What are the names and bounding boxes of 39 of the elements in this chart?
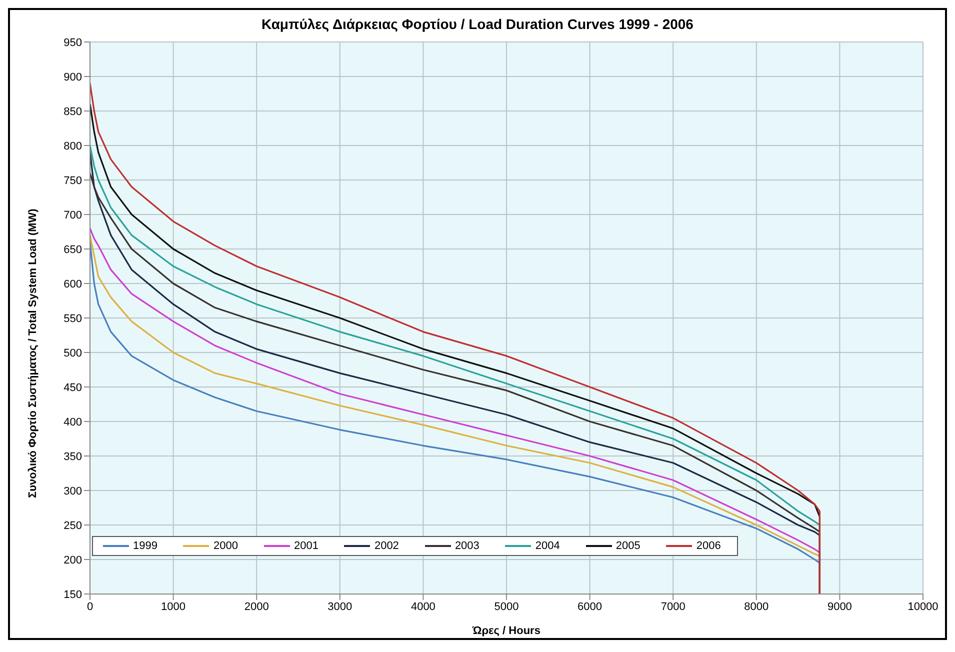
y-tick-label: 200 [64,554,82,566]
y-tick-label: 600 [64,278,82,290]
legend-label: 2005 [616,540,640,552]
y-tick-label: 850 [64,106,82,118]
x-tick-label: 5000 [494,600,519,613]
x-tick-label: 8000 [744,600,769,613]
legend-label: 2002 [374,540,399,552]
y-axis-title: Συνολικό Φορτίο Συστήματος / Total System Load (MW) [26,208,39,498]
chart-title: Καμπύλες Διάρκειας Φορτίου / Load Duration Curves 1999 - 2006 [260,15,694,34]
x-tick-label: 6000 [578,600,602,613]
legend-label: 1999 [133,540,158,552]
y-tick-label: 900 [64,71,82,84]
x-tick-label: 4000 [410,600,436,613]
y-tick-label: 450 [64,382,82,394]
x-tick-label: 1000 [161,600,186,613]
x-tick-label: 10000 [908,600,938,613]
x-tick-label: 3000 [328,600,352,613]
x-tick-label: 0 [86,600,94,613]
legend-label: 2006 [696,540,721,552]
y-tick-label: 650 [64,244,82,256]
legend-label: 2000 [213,540,238,552]
legend-label: 2003 [454,540,480,552]
y-tick-label: 400 [64,416,82,428]
y-tick-label: 250 [64,520,82,532]
x-tick-label: 2000 [244,600,269,613]
y-tick-label: 300 [64,485,82,498]
y-tick-label: 500 [64,347,82,360]
y-tick-label: 950 [64,36,82,49]
y-tick-label: 150 [64,588,82,601]
y-tick-label: 750 [64,174,82,187]
x-tick-label: 7000 [660,600,686,613]
legend-label: 2001 [294,540,318,552]
y-tick-label: 550 [64,312,82,325]
legend-label: 2004 [535,540,560,552]
x-tick-label: 9000 [827,600,852,613]
x-axis-title: Ώρες / Hours [472,625,540,637]
y-tick-label: 800 [64,140,82,152]
y-tick-label: 700 [64,209,82,222]
y-tick-label: 350 [64,450,82,463]
